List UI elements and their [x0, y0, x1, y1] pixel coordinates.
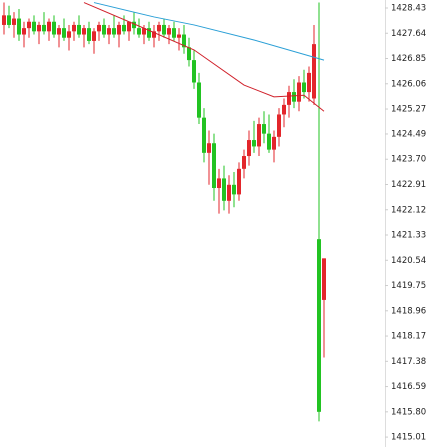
- candle-body: [257, 124, 261, 147]
- y-tick-label: 1419.75: [391, 281, 426, 291]
- candle-body: [152, 31, 156, 38]
- candle-body: [97, 24, 101, 32]
- moving-average: [93, 2, 325, 61]
- candle-body: [177, 34, 181, 38]
- candle-body: [282, 104, 286, 115]
- candle-body: [52, 21, 56, 35]
- candle-body: [192, 60, 196, 83]
- candle-body: [227, 184, 231, 201]
- candle-body: [112, 28, 116, 35]
- candle-body: [62, 28, 66, 38]
- moving-average: [83, 2, 325, 112]
- candle-body: [92, 31, 96, 41]
- candle-body: [302, 82, 306, 93]
- candle-body: [237, 168, 241, 195]
- y-tick-label: 1420.54: [391, 256, 426, 266]
- candle-body: [7, 15, 11, 25]
- candle-body: [317, 239, 321, 412]
- candle-body: [67, 31, 71, 38]
- candle-body: [277, 114, 281, 137]
- candle-body: [102, 24, 106, 35]
- y-tick-label: 1418.17: [391, 332, 426, 342]
- candle-body: [242, 156, 246, 169]
- candle-body: [202, 117, 206, 153]
- candle-body: [162, 24, 166, 35]
- candle-body: [2, 15, 6, 25]
- candle-body: [292, 92, 296, 102]
- candle-body: [122, 24, 126, 32]
- candle-body: [77, 24, 81, 35]
- candle-body: [297, 82, 301, 102]
- candle-body: [32, 21, 36, 32]
- candle-body: [132, 21, 136, 29]
- y-tick-label: 1422.12: [391, 205, 426, 215]
- candle-body: [147, 28, 151, 38]
- candle-body: [172, 28, 176, 38]
- candle-body: [87, 28, 91, 41]
- y-tick-label: 1424.49: [391, 129, 426, 139]
- candle-body: [17, 18, 21, 35]
- candle-body: [207, 143, 211, 153]
- candle-body: [127, 21, 131, 32]
- candle-body: [262, 124, 266, 134]
- candle-body: [267, 133, 271, 150]
- candle-body: [137, 28, 141, 35]
- y-tick-label: 1417.38: [391, 357, 426, 367]
- candle-body: [42, 24, 46, 32]
- candle-body: [22, 28, 26, 35]
- y-tick-label: 1415.01: [391, 433, 426, 443]
- y-tick-label: 1425.27: [391, 105, 426, 115]
- y-tick-label: 1426.85: [391, 54, 426, 64]
- candle-body: [37, 24, 41, 32]
- candle-body: [322, 258, 326, 300]
- y-tick-label: 1415.80: [391, 407, 426, 417]
- candle-body: [307, 72, 311, 93]
- candle-body: [27, 21, 31, 29]
- y-tick-label: 1423.70: [391, 155, 426, 165]
- candle-body: [312, 44, 316, 99]
- candle-body: [272, 136, 276, 150]
- candle-body: [247, 140, 251, 157]
- candle-body: [12, 18, 16, 25]
- candle-body: [142, 28, 146, 35]
- y-tick-label: 1416.59: [391, 382, 426, 392]
- candle-body: [117, 24, 121, 35]
- candle-body: [222, 178, 226, 201]
- y-tick-label: 1418.96: [391, 306, 426, 316]
- y-tick-label: 1427.64: [391, 29, 426, 39]
- candle-body: [197, 82, 201, 118]
- candle-body: [287, 92, 291, 105]
- candle-body: [47, 21, 51, 32]
- y-tick-label: 1422.91: [391, 180, 426, 190]
- candle-body: [167, 28, 171, 35]
- candle-body: [107, 28, 111, 35]
- y-tick-label: 1421.33: [391, 231, 426, 241]
- candle-body: [252, 140, 256, 147]
- candle-body: [232, 184, 236, 195]
- candle-body: [157, 24, 161, 32]
- candle-body: [212, 143, 216, 189]
- candle-body: [217, 178, 221, 189]
- candle-body: [82, 28, 86, 35]
- candle-body: [72, 24, 76, 32]
- candle-body: [187, 47, 191, 61]
- candle-body: [182, 34, 186, 48]
- candle-body: [57, 28, 61, 35]
- y-tick-label: 1428.43: [391, 3, 426, 13]
- y-tick-label: 1426.06: [391, 79, 426, 89]
